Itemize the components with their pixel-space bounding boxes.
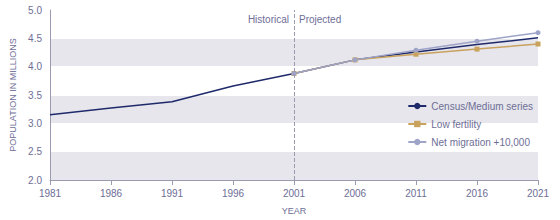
svg-text:Net migration +10,000: Net migration +10,000: [431, 137, 530, 148]
svg-text:2011: 2011: [405, 188, 427, 199]
svg-text:Projected: Projected: [299, 14, 341, 25]
svg-text:1986: 1986: [100, 188, 123, 199]
svg-text:POPULATION IN MILLIONS: POPULATION IN MILLIONS: [8, 38, 18, 151]
svg-text:YEAR: YEAR: [282, 206, 307, 216]
svg-text:2.5: 2.5: [28, 146, 42, 157]
svg-text:4.0: 4.0: [28, 61, 42, 72]
svg-text:2016: 2016: [466, 188, 489, 199]
svg-text:2021: 2021: [527, 188, 550, 199]
svg-text:3.0: 3.0: [28, 118, 42, 129]
svg-text:3.5: 3.5: [28, 90, 42, 101]
svg-text:2006: 2006: [344, 188, 367, 199]
svg-text:2.0: 2.0: [28, 175, 42, 186]
svg-text:2001: 2001: [283, 188, 306, 199]
svg-text:Historical: Historical: [248, 14, 289, 25]
svg-text:Low fertility: Low fertility: [431, 119, 481, 130]
svg-text:1991: 1991: [161, 188, 184, 199]
svg-text:Census/Medium series: Census/Medium series: [431, 101, 533, 112]
svg-text:5.0: 5.0: [28, 5, 42, 16]
svg-text:4.5: 4.5: [28, 33, 42, 44]
svg-text:1996: 1996: [222, 188, 245, 199]
svg-text:1981: 1981: [39, 188, 62, 199]
